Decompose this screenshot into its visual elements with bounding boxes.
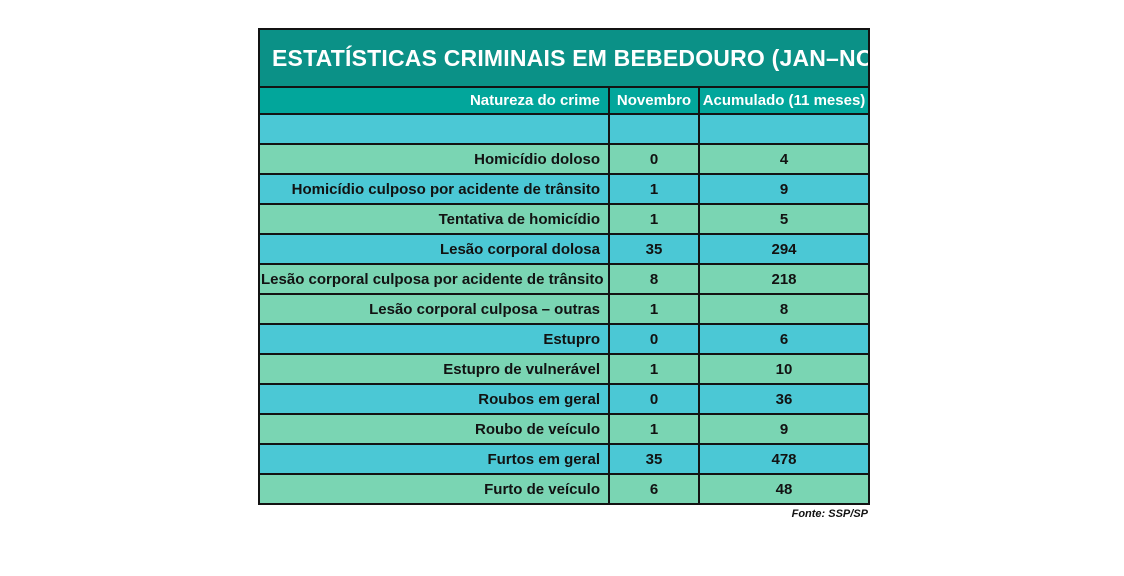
crime-name-cell: Tentativa de homicídio	[258, 203, 610, 235]
acumulado-value-cell: 48	[697, 473, 871, 505]
novembro-value-cell: 1	[608, 173, 700, 205]
novembro-value-cell: 1	[608, 203, 700, 235]
acumulado-value-cell	[697, 113, 871, 145]
crime-name-cell: Furtos em geral	[258, 443, 610, 475]
novembro-value-cell: 0	[608, 323, 700, 355]
crime-name-cell: Homicídio doloso	[258, 143, 610, 175]
crime-name-cell	[258, 113, 610, 145]
novembro-value-cell: 6	[608, 473, 700, 505]
crime-name-cell: Homicídio culposo por acidente de trânsi…	[258, 173, 610, 205]
crime-name-cell: Estupro	[258, 323, 610, 355]
crime-name-cell: Roubos em geral	[258, 383, 610, 415]
crime-name-cell: Furto de veículo	[258, 473, 610, 505]
acumulado-value-cell: 10	[697, 353, 871, 385]
table-row: Furto de veículo 6 48	[258, 473, 871, 505]
table-title: ESTATÍSTICAS CRIMINAIS EM BEBEDOURO (JAN…	[257, 28, 871, 88]
acumulado-value-cell: 478	[697, 443, 871, 475]
table-row: Furtos em geral 35 478	[258, 443, 871, 475]
table-row: Homicídio doloso 0 4	[258, 143, 871, 175]
novembro-value-cell: 1	[608, 353, 700, 385]
acumulado-value-cell: 9	[697, 173, 871, 205]
column-header-acumulado: Acumulado (11 meses)	[697, 86, 871, 115]
column-header-row: Natureza do crime Novembro Acumulado (11…	[258, 86, 871, 115]
table-row: Roubos em geral 0 36	[258, 383, 871, 415]
table-row: Estupro 0 6	[258, 323, 871, 355]
crime-name-cell: Lesão corporal dolosa	[258, 233, 610, 265]
acumulado-value-cell: 5	[697, 203, 871, 235]
acumulado-value-cell: 218	[697, 263, 871, 295]
acumulado-value-cell: 8	[697, 293, 871, 325]
table-row: Estupro de vulnerável 1 10	[258, 353, 871, 385]
source-credit: Fonte: SSP/SP	[791, 508, 868, 520]
acumulado-value-cell: 36	[697, 383, 871, 415]
acumulado-value-cell: 294	[697, 233, 871, 265]
novembro-value-cell: 0	[608, 143, 700, 175]
acumulado-value-cell: 9	[697, 413, 871, 445]
crime-stats-table: ESTATÍSTICAS CRIMINAIS EM BEBEDOURO (JAN…	[257, 28, 871, 505]
table-row	[258, 113, 871, 145]
acumulado-value-cell: 4	[697, 143, 871, 175]
table-row: Homicídio culposo por acidente de trânsi…	[258, 173, 871, 205]
novembro-value-cell: 1	[608, 293, 700, 325]
acumulado-value-cell: 6	[697, 323, 871, 355]
table-row: Lesão corporal culposa por acidente de t…	[258, 263, 871, 295]
table-row: Lesão corporal dolosa 35 294	[258, 233, 871, 265]
rows-container: Homicídio doloso 0 4 Homicídio culposo p…	[258, 113, 871, 505]
crime-stats-panel: ESTATÍSTICAS CRIMINAIS EM BEBEDOURO (JAN…	[257, 28, 871, 520]
column-header-novembro: Novembro	[608, 86, 700, 115]
column-header-natureza: Natureza do crime	[258, 86, 610, 115]
crime-name-cell: Lesão corporal culposa – outras	[258, 293, 610, 325]
novembro-value-cell	[608, 113, 700, 145]
crime-name-cell: Lesão corporal culposa por acidente de t…	[258, 263, 610, 295]
crime-name-cell: Roubo de veículo	[258, 413, 610, 445]
title-row: ESTATÍSTICAS CRIMINAIS EM BEBEDOURO (JAN…	[257, 28, 871, 88]
table-row: Lesão corporal culposa – outras 1 8	[258, 293, 871, 325]
novembro-value-cell: 35	[608, 443, 700, 475]
novembro-value-cell: 1	[608, 413, 700, 445]
novembro-value-cell: 0	[608, 383, 700, 415]
novembro-value-cell: 35	[608, 233, 700, 265]
novembro-value-cell: 8	[608, 263, 700, 295]
table-row: Roubo de veículo 1 9	[258, 413, 871, 445]
table-row: Tentativa de homicídio 1 5	[258, 203, 871, 235]
crime-name-cell: Estupro de vulnerável	[258, 353, 610, 385]
